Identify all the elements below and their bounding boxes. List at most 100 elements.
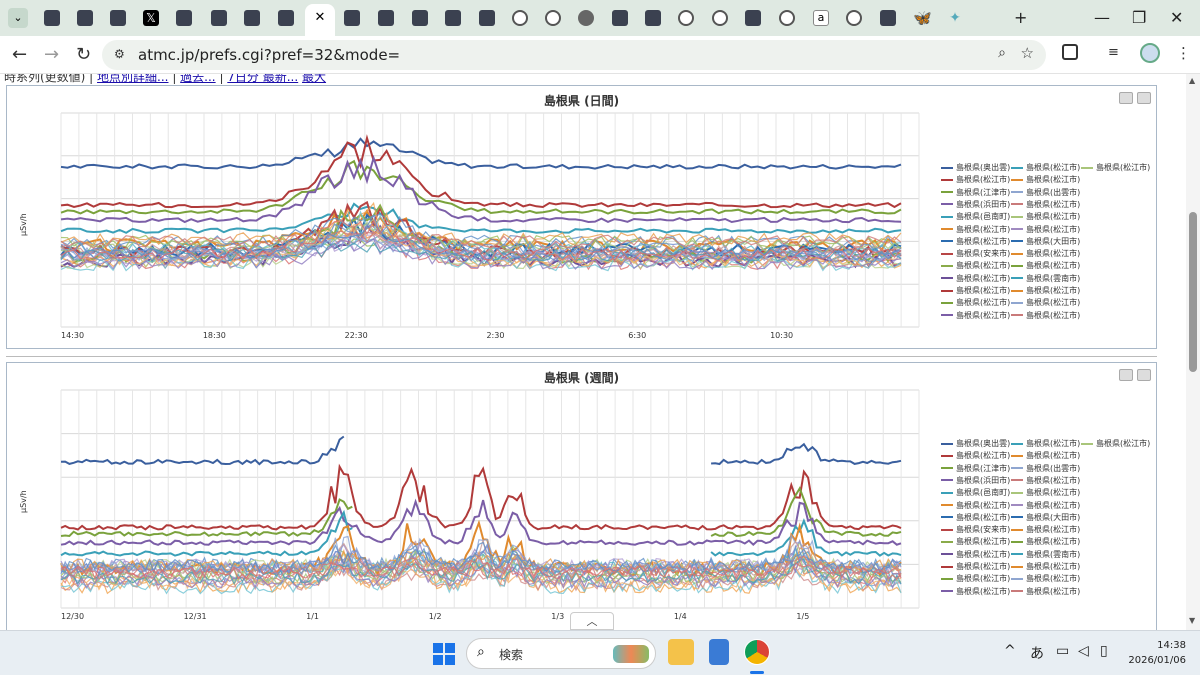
browser-tab[interactable]: ✦ [943,6,967,30]
browser-tab[interactable] [172,6,196,30]
network-icon[interactable]: ▭ [1056,643,1070,659]
chrome-icon[interactable] [744,639,770,665]
tray-overflow-icon[interactable]: ^ [1004,643,1016,659]
menu-icon[interactable]: ⋮ [1176,44,1191,62]
scroll-up-icon[interactable]: ▲ [1189,76,1196,85]
browser-tab[interactable] [106,6,130,30]
legend-item[interactable]: 島根県(松江市) [1011,573,1080,584]
legend-item[interactable]: 島根県(松江市) [1081,162,1150,173]
browser-tab[interactable] [574,6,598,30]
legend-item[interactable]: 島根県(松江市) [1011,561,1080,572]
legend-item[interactable]: 島根県(松江市) [941,260,1010,271]
browser-tab[interactable] [541,6,565,30]
legend-item[interactable]: 島根県(松江市) [1011,500,1080,511]
legend-item[interactable]: 島根県(奥出雲) [941,438,1010,449]
legend-item[interactable]: 島根県(松江市) [1011,199,1080,210]
browser-tab[interactable] [842,6,866,30]
browser-tab[interactable] [641,6,665,30]
browser-tab[interactable] [508,6,532,30]
legend-item[interactable]: 島根県(松江市) [941,285,1010,296]
site-info-icon[interactable]: ⚙ [114,47,125,61]
bookmark-star-icon[interactable]: ☆ [1020,44,1034,62]
browser-tab[interactable] [775,6,799,30]
browser-tab[interactable]: 𝕏 [139,6,163,30]
legend-item[interactable]: 島根県(大田市) [1011,236,1080,247]
url-text[interactable]: atmc.jp/prefs.cgi?pref=32&mode= [138,46,401,64]
print-icon[interactable] [1119,369,1133,381]
browser-tab[interactable] [40,6,64,30]
nav-link-4[interactable]: 最大 [302,74,327,84]
legend-item[interactable]: 島根県(松江市) [1011,224,1080,235]
nav-link-1[interactable]: 地点別詳細... [97,74,169,84]
legend-item[interactable]: 島根県(松江市) [1011,487,1080,498]
download-icon[interactable] [1137,369,1151,381]
scroll-down-icon[interactable]: ▼ [1189,616,1196,625]
legend-item[interactable]: 島根県(松江市) [1011,310,1080,321]
browser-tab[interactable] [475,6,499,30]
legend-item[interactable]: 島根県(松江市) [1011,248,1080,259]
legend-item[interactable]: 島根県(松江市) [1011,475,1080,486]
notepad-icon[interactable] [709,639,729,665]
browser-tab[interactable] [340,6,364,30]
browser-tab[interactable] [374,6,398,30]
legend-item[interactable]: 島根県(出雲市) [1011,187,1080,198]
browser-tab[interactable]: a [809,6,833,30]
legend-item[interactable]: 島根県(松江市) [941,536,1010,547]
forward-icon[interactable]: → [44,44,60,65]
new-tab-button[interactable]: + [1014,8,1028,27]
browser-tab[interactable] [73,6,97,30]
legend-item[interactable]: 島根県(雲南市) [1011,549,1080,560]
battery-icon[interactable]: ▯ [1100,643,1108,659]
legend-item[interactable]: 島根県(松江市) [1011,162,1080,173]
legend-item[interactable]: 島根県(松江市) [941,450,1010,461]
browser-tab[interactable] [708,6,732,30]
legend-item[interactable]: 島根県(松江市) [1011,536,1080,547]
page-scrollbar[interactable]: ▲ ▼ [1186,74,1200,630]
start-button[interactable] [433,643,455,665]
browser-tab[interactable] [608,6,632,30]
scrollbar-thumb[interactable] [1189,212,1197,372]
download-icon[interactable] [1137,92,1151,104]
volume-icon[interactable]: ◁ [1078,643,1089,659]
legend-item[interactable]: 島根県(松江市) [941,561,1010,572]
browser-tab[interactable]: 🦋 [909,6,933,30]
legend-item[interactable]: 島根県(松江市) [941,549,1010,560]
legend-item[interactable]: 島根県(松江市) [1011,260,1080,271]
legend-item[interactable]: 島根県(松江市) [1011,586,1080,597]
browser-tab[interactable] [274,6,298,30]
legend-item[interactable]: 島根県(奥出雲) [941,162,1010,173]
tab-search-button[interactable]: ⌄ [8,8,28,28]
legend-item[interactable]: 島根県(松江市) [941,500,1010,511]
print-icon[interactable] [1119,92,1133,104]
legend-item[interactable]: 島根県(松江市) [1011,450,1080,461]
legend-item[interactable]: 島根県(松江市) [941,236,1010,247]
legend-item[interactable]: 島根県(邑南町) [941,487,1010,498]
legend-item[interactable]: 島根県(江津市) [941,187,1010,198]
browser-tab[interactable] [207,6,231,30]
address-bar[interactable]: ⚙ atmc.jp/prefs.cgi?pref=32&mode= ⌕ ☆ [102,40,1046,70]
reload-icon[interactable]: ↻ [76,44,92,65]
legend-item[interactable]: 島根県(松江市) [941,512,1010,523]
legend-item[interactable]: 島根県(松江市) [941,310,1010,321]
nav-link-3[interactable]: 7日分 最新... [227,74,299,84]
browser-tab[interactable]: ✕ [308,6,332,30]
browser-tab[interactable] [240,6,264,30]
legend-item[interactable]: 島根県(松江市) [941,297,1010,308]
chevron-up-icon[interactable]: ︿ [570,612,614,630]
legend-item[interactable]: 島根県(松江市) [941,273,1010,284]
browser-tab[interactable] [441,6,465,30]
legend-item[interactable]: 島根県(大田市) [1011,512,1080,523]
media-icon[interactable]: ≡ [1108,45,1119,60]
taskbar-search[interactable]: ⌕ 検索 [466,638,656,669]
active-tab[interactable] [305,4,335,36]
legend-item[interactable]: 島根県(松江市) [1081,438,1150,449]
legend-item[interactable]: 島根県(松江市) [1011,524,1080,535]
legend-item[interactable]: 島根県(松江市) [1011,285,1080,296]
browser-tab[interactable] [408,6,432,30]
close-window-button[interactable]: ✕ [1170,8,1184,27]
legend-item[interactable]: 島根県(邑南町) [941,211,1010,222]
legend-item[interactable]: 島根県(松江市) [941,174,1010,185]
browser-tab[interactable] [741,6,765,30]
legend-item[interactable]: 島根県(浜田市) [941,199,1010,210]
file-explorer-icon[interactable] [668,639,694,665]
